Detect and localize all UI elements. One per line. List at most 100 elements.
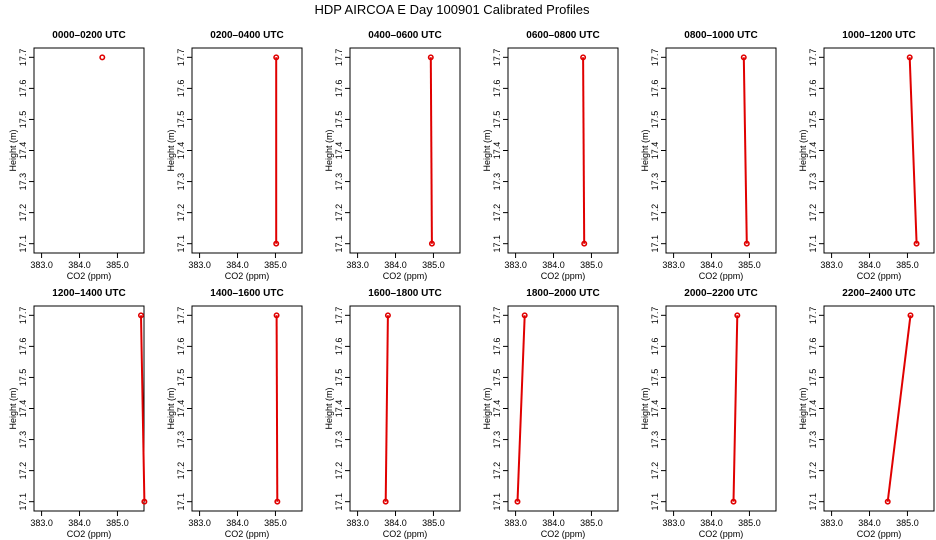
y-tick-label: 17.1 [492, 235, 502, 253]
panel-title: 1600–1800 UTC [368, 288, 441, 299]
y-tick-label: 17.1 [650, 493, 660, 511]
y-tick-label: 17.6 [808, 80, 818, 98]
panel-title: 0000–0200 UTC [52, 30, 125, 41]
profile-point [734, 312, 741, 319]
x-tick-label: 384.0 [226, 260, 249, 270]
y-tick-label: 17.2 [650, 462, 660, 480]
x-tick-label: 383.0 [504, 518, 527, 528]
panel-7: 1200–1400 UTC 383.0 384.0 385.0 17.1 17.2 17.3… [8, 288, 148, 539]
y-axis-label: Height (m) [166, 387, 176, 429]
y-tick-label: 17.2 [176, 204, 186, 222]
y-tick-label: 17.6 [176, 338, 186, 356]
x-tick-label: 384.0 [858, 260, 881, 270]
x-tick-label: 385.0 [738, 260, 761, 270]
y-tick-label: 17.2 [334, 462, 344, 480]
panels-grid: 0000–0200 UTC 383.0 384.0 385.0 17.1 17.2 17.3… [8, 30, 935, 539]
profile-point [427, 54, 434, 61]
plot-frame [665, 305, 777, 512]
y-axis-label: Height (m) [640, 387, 650, 429]
x-tick-label: 384.0 [542, 518, 565, 528]
profile-point [514, 498, 521, 505]
y-tick-label: 17.7 [650, 49, 660, 67]
y-axis-label: Height (m) [798, 387, 808, 429]
panel-12: 2200–2400 UTC 383.0 384.0 385.0 17.1 17.2 17.3… [798, 288, 935, 539]
y-tick-label: 17.6 [492, 338, 502, 356]
y-tick-label: 17.1 [176, 235, 186, 253]
y-axis-label: Height (m) [8, 129, 18, 171]
y-tick-label: 17.7 [334, 49, 344, 67]
y-tick-label: 17.2 [492, 462, 502, 480]
profile-point [428, 240, 435, 247]
plot-frame [823, 47, 935, 254]
x-axis-label: CO2 (ppm) [383, 271, 428, 281]
y-axis-label: Height (m) [482, 129, 492, 171]
y-axis-label: Height (m) [166, 129, 176, 171]
y-tick-label: 17.3 [176, 173, 186, 191]
y-tick-label: 17.2 [18, 204, 28, 222]
x-axis-label: CO2 (ppm) [699, 271, 744, 281]
y-tick-label: 17.7 [176, 307, 186, 325]
y-tick-label: 17.1 [18, 493, 28, 511]
x-tick-label: 385.0 [896, 518, 919, 528]
profile-line [582, 57, 586, 244]
profile-line [275, 315, 279, 502]
y-tick-label: 17.6 [808, 338, 818, 356]
y-tick-label: 17.5 [492, 111, 502, 129]
profile-point [274, 498, 281, 505]
y-tick-label: 17.6 [492, 80, 502, 98]
plot-frame [33, 47, 145, 254]
panel-10: 1800–2000 UTC 383.0 384.0 385.0 17.1 17.2 17.3… [482, 288, 619, 539]
y-tick-label: 17.4 [808, 142, 818, 160]
profile-line [732, 315, 739, 502]
y-tick-label: 17.3 [334, 431, 344, 449]
plot-frame [191, 47, 303, 254]
panel-6: 1000–1200 UTC 383.0 384.0 385.0 17.1 17.2 17.3… [798, 30, 935, 281]
y-tick-label: 17.7 [176, 49, 186, 67]
x-tick-label: 384.0 [858, 518, 881, 528]
y-tick-label: 17.6 [334, 338, 344, 356]
profile-point [906, 54, 913, 61]
y-tick-label: 17.1 [334, 493, 344, 511]
y-tick-label: 17.4 [18, 142, 28, 160]
y-tick-label: 17.5 [334, 369, 344, 387]
y-tick-label: 17.6 [18, 338, 28, 356]
y-tick-label: 17.4 [18, 400, 28, 418]
profile-point [580, 54, 587, 61]
y-tick-label: 17.4 [492, 142, 502, 160]
x-axis-label: CO2 (ppm) [857, 529, 902, 539]
panel-2: 0200–0400 UTC 383.0 384.0 385.0 17.1 17.2 17.3… [166, 30, 303, 281]
y-tick-label: 17.4 [650, 142, 660, 160]
y-tick-label: 17.1 [650, 235, 660, 253]
panel-title: 2000–2200 UTC [684, 288, 757, 299]
y-tick-label: 17.2 [650, 204, 660, 222]
profile-point [384, 312, 391, 319]
y-tick-label: 17.7 [650, 307, 660, 325]
x-axis-label: CO2 (ppm) [541, 529, 586, 539]
x-tick-label: 385.0 [580, 260, 603, 270]
y-tick-label: 17.7 [808, 49, 818, 67]
y-tick-label: 17.3 [492, 173, 502, 191]
x-tick-label: 384.0 [700, 518, 723, 528]
y-axis-label: Height (m) [640, 129, 650, 171]
y-tick-label: 17.1 [492, 493, 502, 511]
y-tick-label: 17.2 [176, 462, 186, 480]
x-axis-label: CO2 (ppm) [225, 529, 270, 539]
y-tick-label: 17.5 [650, 111, 660, 129]
panel-title: 0200–0400 UTC [210, 30, 283, 41]
x-tick-label: 383.0 [662, 260, 685, 270]
y-tick-label: 17.3 [18, 173, 28, 191]
y-tick-label: 17.5 [808, 369, 818, 387]
y-tick-label: 17.2 [808, 462, 818, 480]
panel-4: 0600–0800 UTC 383.0 384.0 385.0 17.1 17.2 17.3… [482, 30, 619, 281]
y-tick-label: 17.1 [176, 493, 186, 511]
panel-8: 1400–1600 UTC 383.0 384.0 385.0 17.1 17.2 17.3… [166, 288, 303, 539]
plot-frame [823, 305, 935, 512]
y-tick-label: 17.1 [808, 493, 818, 511]
panel-title: 1200–1400 UTC [52, 288, 125, 299]
x-tick-label: 383.0 [346, 518, 369, 528]
profile-line [140, 315, 146, 502]
y-tick-label: 17.7 [492, 49, 502, 67]
x-tick-label: 384.0 [226, 518, 249, 528]
y-tick-label: 17.3 [18, 431, 28, 449]
y-tick-label: 17.7 [492, 307, 502, 325]
